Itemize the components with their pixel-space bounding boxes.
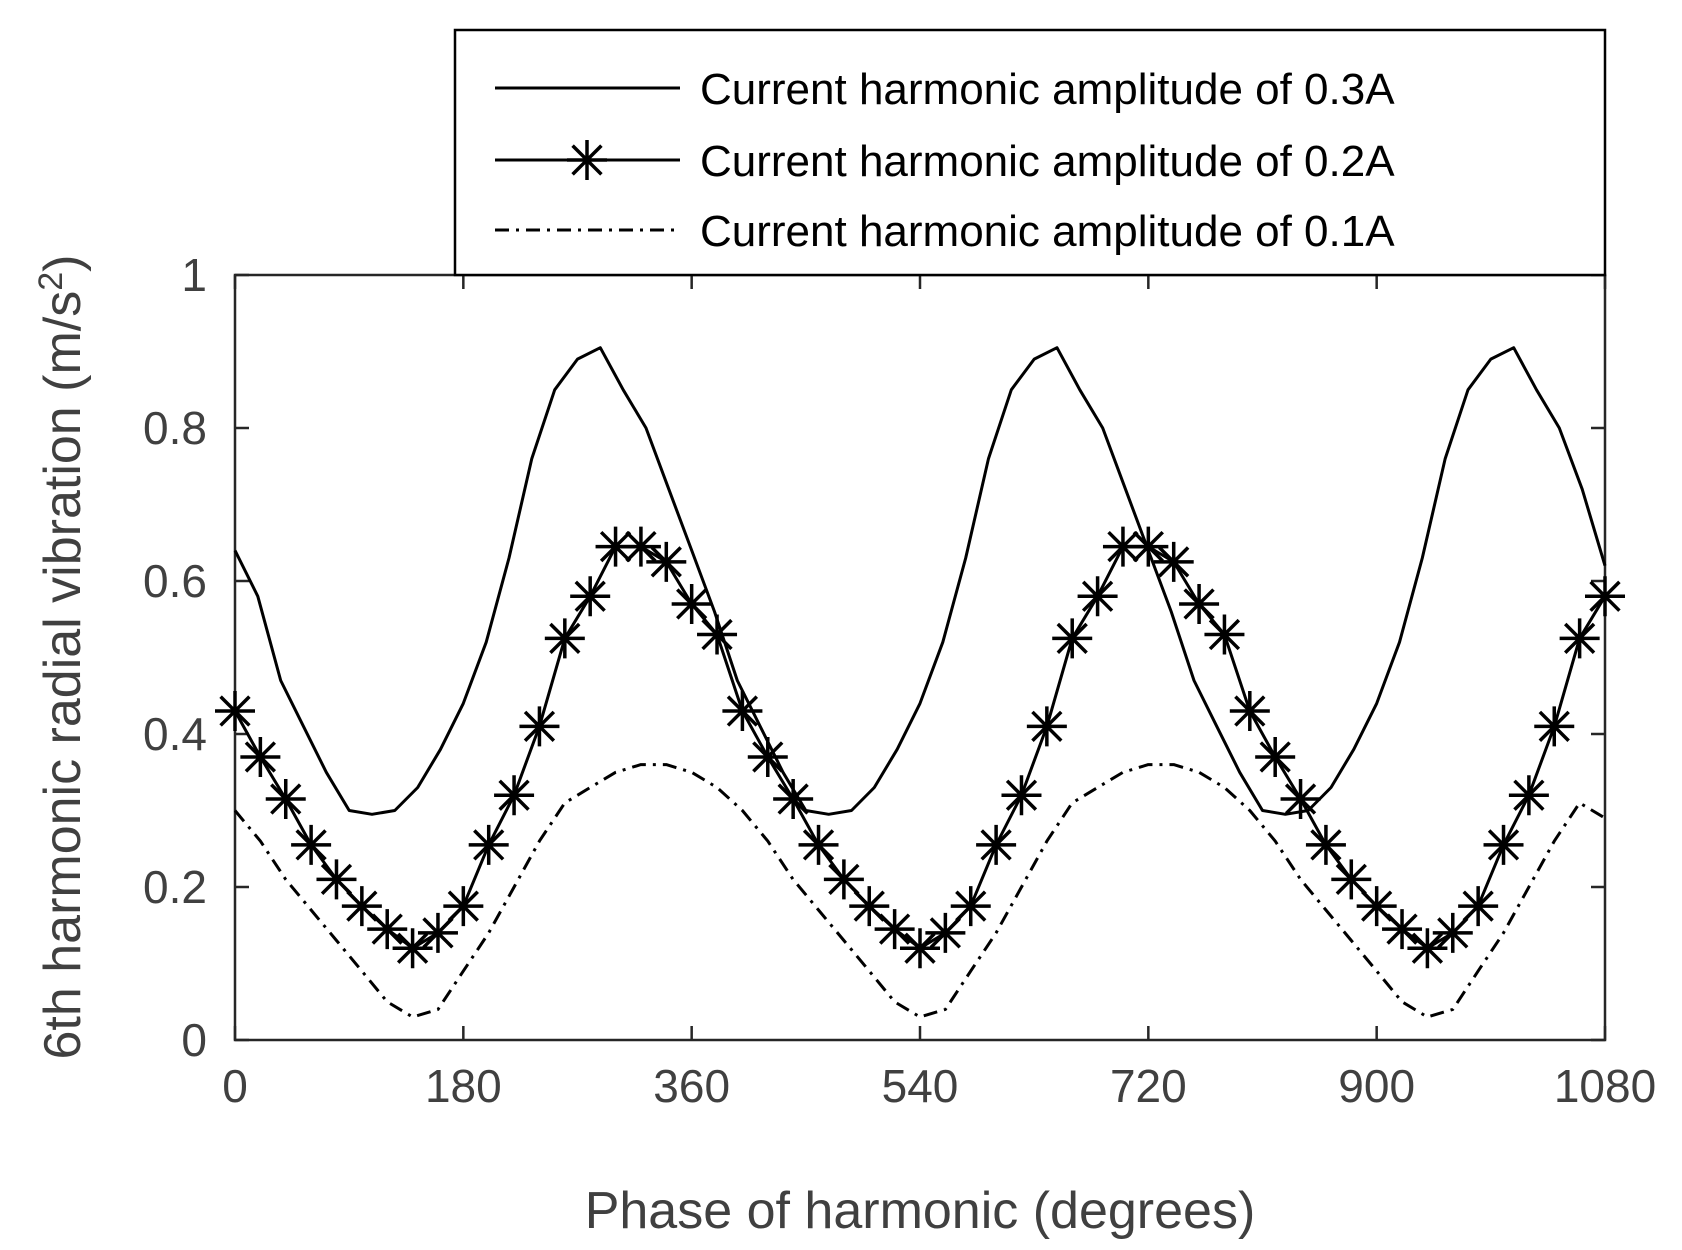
data-point-asterisk (1534, 706, 1575, 747)
legend-label-0.1A: Current harmonic amplitude of 0.1A (700, 207, 1395, 256)
legend-box (453, 28, 1607, 277)
data-point-asterisk (798, 824, 839, 865)
data-point-asterisk (341, 886, 382, 927)
y-tick-label: 0.2 (143, 861, 207, 913)
data-point-asterisk (874, 909, 915, 950)
data-point-asterisk (671, 583, 712, 624)
data-point-asterisk (1585, 576, 1625, 617)
y-axis-title-superscript: 2 (32, 272, 70, 291)
y-tick-label: 0.4 (143, 708, 207, 760)
data-point-asterisk (1229, 691, 1270, 732)
data-point-asterisk (1458, 886, 1499, 927)
data-point-asterisk (1483, 824, 1524, 865)
data-point-asterisk (1204, 614, 1245, 655)
legend-marker-0.2A (567, 140, 607, 180)
y-tick-label: 0.8 (143, 402, 207, 454)
data-point-asterisk (494, 775, 535, 816)
data-point-asterisk (468, 824, 509, 865)
data-point-asterisk (646, 541, 687, 582)
data-point-asterisk (1001, 775, 1042, 816)
data-point-asterisk (367, 909, 408, 950)
legend: Current harmonic amplitude of 0.3A Curre… (453, 28, 1607, 277)
data-point-asterisk (1179, 583, 1220, 624)
data-point-asterisk (620, 526, 661, 567)
data-point-asterisk (1508, 775, 1549, 816)
x-tick-label: 0 (222, 1060, 248, 1112)
data-point-asterisk (976, 824, 1017, 865)
data-point-asterisk (1026, 706, 1067, 747)
data-point-asterisk (443, 886, 484, 927)
data-point-asterisk (925, 912, 966, 953)
x-tick-label: 1080 (1554, 1060, 1656, 1112)
data-point-asterisk (1382, 909, 1423, 950)
data-point-asterisk (950, 886, 991, 927)
y-axis-title-main: 6th harmonic radial vibration (m/s (34, 291, 92, 1060)
data-point-asterisk (417, 912, 458, 953)
data-point-asterisk (1280, 779, 1321, 820)
data-point-asterisk (849, 886, 890, 927)
data-point-asterisk (595, 526, 636, 567)
data-point-asterisk (544, 618, 585, 659)
data-point-asterisk (291, 824, 332, 865)
data-point-asterisk (747, 736, 788, 777)
data-point-asterisk (1305, 824, 1346, 865)
legend-label-0.2A: Current harmonic amplitude of 0.2A (700, 137, 1395, 186)
x-tick-label: 900 (1338, 1060, 1415, 1112)
data-point-asterisk (1331, 859, 1372, 900)
y-axis-title-close: ) (34, 254, 92, 271)
y-tick-label: 1 (181, 249, 207, 301)
data-point-asterisk (773, 779, 814, 820)
data-point-asterisk (570, 576, 611, 617)
axis-ticks: 0 180 360 540 720 900 1080 0 0.2 0.4 0.6 0.8 1 (143, 249, 1656, 1112)
data-point-asterisk (1559, 618, 1600, 659)
y-axis-title: 6th harmonic radial vibration (m/s2) (32, 254, 92, 1059)
x-tick-label: 540 (882, 1060, 959, 1112)
x-tick-label: 180 (425, 1060, 502, 1112)
legend-asterisk (567, 140, 607, 180)
data-point-asterisk (1102, 526, 1143, 567)
data-point-asterisk (215, 691, 255, 732)
data-point-asterisk (519, 706, 560, 747)
data-point-asterisk (900, 928, 940, 969)
series-layer (215, 346, 1625, 1019)
data-point-asterisk (722, 691, 763, 732)
x-tick-label: 720 (1110, 1060, 1187, 1112)
legend-label-0.3A: Current harmonic amplitude of 0.3A (700, 65, 1395, 114)
data-point-asterisk (1407, 928, 1448, 969)
data-point-asterisk (265, 779, 306, 820)
data-point-asterisk (697, 614, 738, 655)
data-point-asterisk (1077, 576, 1118, 617)
x-axis-title: Phase of harmonic (degrees) (585, 1182, 1256, 1240)
data-point-asterisk (1052, 618, 1093, 659)
y-tick-label: 0 (181, 1014, 207, 1066)
data-point-asterisk (1255, 736, 1296, 777)
data-point-asterisk (1153, 541, 1194, 582)
data-point-asterisk (1128, 526, 1169, 567)
data-point-asterisk (316, 859, 357, 900)
data-point-asterisk (1356, 886, 1397, 927)
data-point-asterisk (1432, 912, 1473, 953)
y-tick-label: 0.6 (143, 555, 207, 607)
x-tick-label: 360 (653, 1060, 730, 1112)
data-point-asterisk (823, 859, 864, 900)
data-point-asterisk (240, 736, 281, 777)
data-point-asterisk (392, 928, 433, 969)
series-line (233, 763, 1606, 1019)
series-line (233, 346, 1607, 816)
